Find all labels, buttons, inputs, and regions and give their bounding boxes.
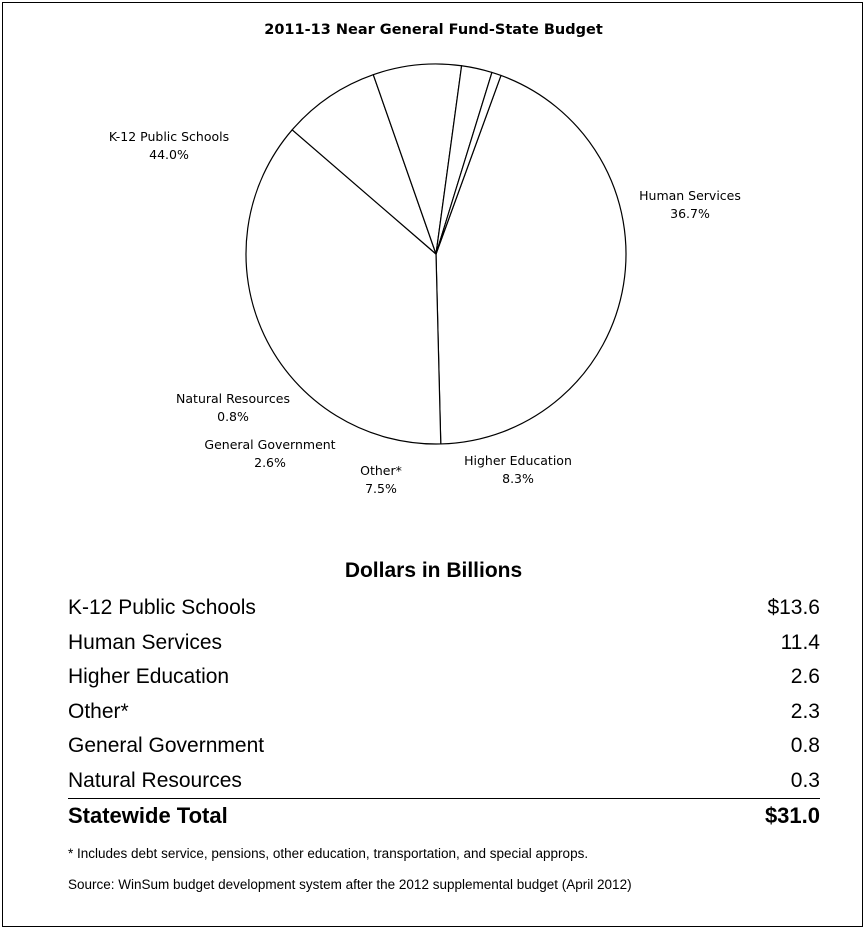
label-natural-resources: Natural Resources 0.8%	[176, 390, 290, 426]
table-row: Natural Resources 0.3	[68, 764, 820, 799]
slice-k12	[435, 74, 627, 445]
table-row: Human Services 11.4	[68, 626, 820, 661]
slice-natural-resources	[435, 71, 502, 255]
row-label: Human Services	[68, 630, 223, 654]
total-value: $31.0	[764, 803, 820, 828]
table-row: General Government 0.8	[68, 729, 820, 764]
label-human-services: Human Services 36.7%	[639, 187, 741, 223]
row-value: 11.4	[780, 630, 820, 654]
label-general-government-name: General Government	[204, 437, 336, 452]
slice-human-services	[245, 129, 442, 445]
source-note: Source: WinSum budget development system…	[68, 877, 632, 892]
pie-chart	[245, 63, 627, 445]
label-general-government: General Government 2.6%	[204, 436, 335, 472]
label-higher-education-pct: 8.3%	[502, 471, 534, 486]
row-label: K-12 Public Schools	[68, 596, 256, 620]
label-k12-pct: 44.0%	[149, 147, 189, 162]
label-k12-name: K-12 Public Schools	[108, 129, 230, 144]
label-human-services-name: Human Services	[639, 188, 741, 203]
table-row: Other* 2.3	[68, 695, 820, 730]
total-row: Statewide Total $31.0	[68, 798, 820, 833]
pie-slices	[245, 63, 627, 445]
table-row: Higher Education 2.6	[68, 660, 820, 695]
chart-title: 2011-13 Near General Fund-State Budget	[264, 22, 603, 38]
label-higher-education-name: Higher Education	[464, 453, 572, 468]
label-natural-resources-pct: 0.8%	[217, 409, 249, 424]
footnote: * Includes debt service, pensions, other…	[68, 846, 589, 861]
row-value: 0.3	[790, 768, 820, 792]
total-label: Statewide Total	[68, 803, 228, 828]
row-label: Other*	[68, 699, 129, 723]
label-k12: K-12 Public Schools 44.0%	[109, 128, 229, 164]
row-value: 2.6	[790, 665, 820, 689]
label-other: Other* 7.5%	[360, 462, 402, 498]
label-other-name: Other*	[360, 463, 402, 478]
row-value: 2.3	[790, 699, 820, 723]
table-row: K-12 Public Schools $13.6	[68, 591, 820, 626]
row-label: Natural Resources	[68, 768, 242, 792]
label-natural-resources-name: Natural Resources	[176, 391, 290, 406]
table-heading: Dollars in Billions	[344, 559, 523, 582]
label-other-pct: 7.5%	[365, 481, 397, 496]
slice-higher-education	[291, 74, 437, 255]
row-label: Higher Education	[68, 665, 230, 689]
label-human-services-pct: 36.7%	[670, 206, 710, 221]
label-higher-education: Higher Education 8.3%	[464, 452, 572, 488]
label-general-government-pct: 2.6%	[254, 455, 286, 470]
budget-table: K-12 Public Schools $13.6 Human Services…	[68, 591, 820, 833]
row-value: $13.6	[767, 596, 820, 620]
row-label: General Government	[68, 734, 265, 758]
row-value: 0.8	[790, 734, 820, 758]
